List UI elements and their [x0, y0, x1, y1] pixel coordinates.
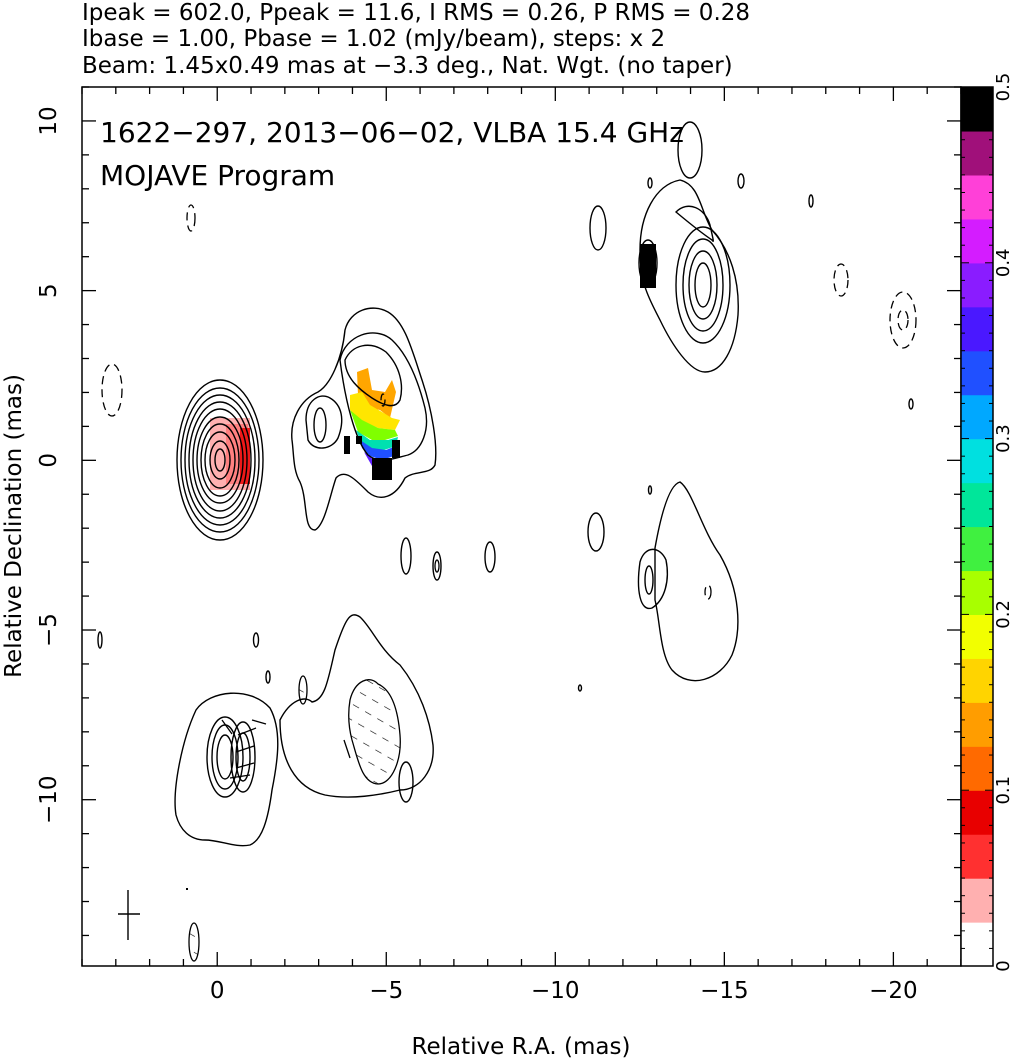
x-axis-ticks: 0 −5 −10 −15 −20	[81, 87, 962, 1004]
colorbar-tick-label: 0	[993, 960, 1014, 971]
colorbar	[961, 87, 993, 967]
colorbar-band	[961, 790, 993, 835]
colorbar-band	[961, 922, 993, 967]
x-tick-label: −5	[369, 978, 403, 1004]
y-tick-label: −5	[36, 613, 62, 647]
polarization-vectors	[188, 559, 440, 962]
colorbar-band	[961, 746, 993, 791]
colorbar-band	[961, 438, 993, 484]
colorbar-band	[961, 218, 993, 264]
colorbar-band	[961, 658, 993, 703]
header-line-1: Ipeak = 602.0, Ppeak = 11.6, I RMS = 0.2…	[82, 0, 750, 26]
colorbar-band	[961, 702, 993, 747]
header-line-3: Beam: 1.45x0.49 mas at −3.3 deg., Nat. W…	[82, 53, 733, 79]
colorbar-band	[961, 614, 993, 659]
header-line-2: Ibase = 1.00, Pbase = 1.02 (mJy/beam), s…	[82, 26, 665, 52]
colorbar-band	[961, 570, 993, 615]
plot-contents	[97, 121, 917, 962]
colorbar-band	[961, 834, 993, 879]
colorbar-tick-label: 0.5	[993, 73, 1014, 102]
colorbar-band	[961, 878, 993, 923]
polarization-jet-map	[344, 368, 400, 480]
x-tick-label: 0	[210, 978, 225, 1004]
colorbar-band	[961, 394, 993, 440]
colorbar-band	[961, 262, 993, 308]
y-tick-label: 10	[36, 106, 62, 135]
y-axis-label: Relative Declination (mas)	[1, 374, 27, 678]
negative-contours	[101, 204, 917, 600]
source-annotation: 1622−297, 2013−06−02, VLBA 15.4 GHz	[100, 116, 684, 149]
colorbar-band	[961, 306, 993, 352]
beam-marker	[118, 890, 140, 940]
colorbar-tick-label: 0.1	[993, 776, 1014, 805]
colorbar-tick-label: 0.3	[993, 424, 1014, 453]
colorbar-band	[961, 350, 993, 396]
colorbar-band	[961, 130, 993, 176]
contours	[97, 121, 914, 847]
colorbar-tick-label: 0.2	[993, 600, 1014, 629]
x-axis-label: Relative R.A. (mas)	[412, 1034, 631, 1060]
plot-frame	[81, 86, 962, 967]
colorbar-band	[961, 87, 993, 132]
x-tick-label: −20	[869, 978, 918, 1004]
polarization-ne-knot	[640, 244, 656, 288]
colorbar-ticks: 0 0.1 0.2 0.3 0.4 0.5	[961, 73, 1014, 972]
y-tick-label: 5	[36, 283, 62, 298]
x-tick-label: −10	[531, 978, 580, 1004]
colorbar-tick-label: 0.4	[993, 248, 1014, 277]
colorbar-band	[961, 482, 993, 528]
y-tick-label: −10	[36, 775, 62, 824]
colorbar-band	[961, 174, 993, 220]
y-tick-label: 0	[36, 453, 62, 468]
y-axis-ticks: 10 5 0 −5 −10	[36, 86, 961, 937]
x-tick-label: −15	[700, 978, 749, 1004]
colorbar-band	[961, 526, 993, 572]
program-annotation: MOJAVE Program	[100, 159, 335, 192]
